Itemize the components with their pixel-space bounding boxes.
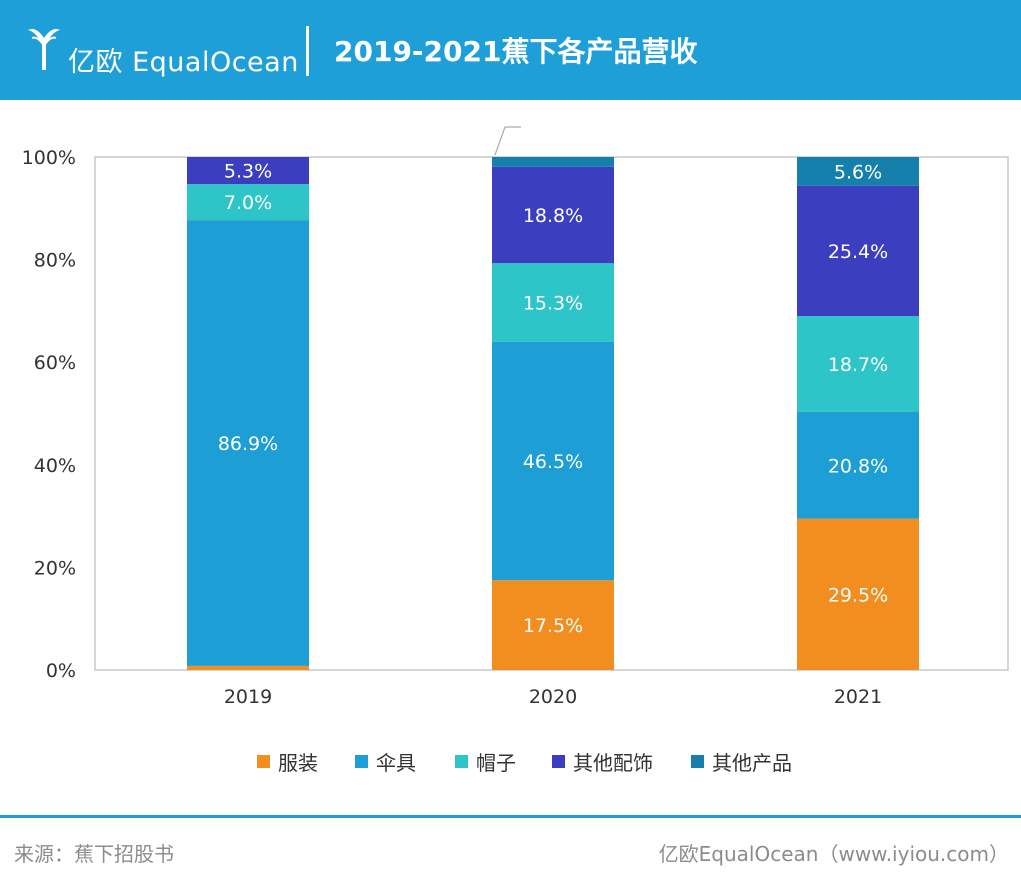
data-label-服装-2020: 17.5% (523, 615, 583, 637)
footer-divider (0, 815, 1021, 818)
bar-segment-服装-2020 (492, 580, 614, 670)
legend-swatch (691, 754, 704, 768)
bar-segment-其他产品-2020 (492, 157, 614, 167)
data-label-其他产品-2021: 5.6% (834, 161, 882, 183)
legend-label: 其他产品 (712, 750, 792, 775)
equalocean-logo-icon (28, 29, 60, 70)
bar-segment-伞具-2020 (492, 341, 614, 581)
legend-swatch (355, 754, 368, 768)
data-label-其他产品-2020: 1.9% (529, 116, 577, 138)
data-label-其他配饰-2019: 5.3% (224, 161, 272, 183)
data-label-其他配饰-2021: 25.4% (828, 241, 888, 263)
chart-legend: 服装 伞具 帽子 其他配饰 其他产品 (0, 745, 1021, 777)
page-title: 2019-2021蕉下各产品营收 (334, 35, 698, 68)
y-tick-label: 20% (34, 557, 76, 579)
logo-text: 亿欧 EqualOcean (68, 47, 299, 78)
y-tick-label: 100% (22, 147, 76, 169)
data-label-帽子-2021: 18.7% (828, 354, 888, 376)
stacked-bar-chart: 0%20%40%60%80%100% 0.8%86.9%7.0%5.3%17.5… (21, 116, 1009, 708)
legend-item-其他配饰: 其他配饰 (552, 745, 653, 777)
bar-segment-其他配饰-2019 (187, 157, 309, 185)
legend-item-服装: 服装 (257, 745, 318, 777)
data-label-伞具-2020: 46.5% (523, 451, 583, 473)
legend-item-其他产品: 其他产品 (691, 745, 792, 777)
data-label-伞具-2019: 86.9% (218, 433, 278, 455)
leader-line (494, 126, 521, 156)
x-tick-label: 2019 (224, 686, 272, 708)
bar-segment-帽子-2019 (187, 184, 309, 221)
legend-item-伞具: 伞具 (355, 745, 416, 777)
legend-label: 伞具 (376, 750, 416, 775)
brand-credit: 亿欧EqualOcean（www.iyiou.com） (658, 842, 1009, 866)
source-note: 来源：蕉下招股书 (14, 842, 174, 866)
header-divider (306, 26, 309, 76)
data-label-帽子-2019: 7.0% (224, 192, 272, 214)
bar-segment-其他配饰-2021 (797, 185, 919, 317)
legend-swatch (455, 754, 468, 768)
y-tick-label: 80% (34, 250, 76, 272)
bar-segment-其他配饰-2020 (492, 166, 614, 264)
data-label-帽子-2020: 15.3% (523, 292, 583, 314)
legend-label: 其他配饰 (573, 750, 653, 775)
bar-segment-服装-2019 (187, 665, 309, 670)
legend-label: 服装 (278, 750, 318, 775)
legend-swatch (257, 754, 270, 768)
bar-segment-伞具-2021 (797, 411, 919, 519)
x-tick-label: 2021 (834, 686, 882, 708)
legend-swatch (552, 754, 565, 768)
data-label-其他配饰-2020: 18.8% (523, 205, 583, 227)
y-tick-label: 0% (46, 660, 76, 682)
bar-segment-帽子-2020 (492, 263, 614, 342)
data-label-伞具-2021: 20.8% (828, 455, 888, 477)
bar-segment-服装-2021 (797, 518, 919, 670)
bar-segment-其他产品-2021 (797, 157, 919, 186)
y-tick-label: 60% (34, 352, 76, 374)
bar-segment-帽子-2021 (797, 316, 919, 412)
x-tick-label: 2020 (529, 686, 577, 708)
data-label-服装-2021: 29.5% (828, 584, 888, 606)
y-tick-label: 40% (34, 455, 76, 477)
legend-item-帽子: 帽子 (455, 745, 516, 777)
header-bar: 亿欧 EqualOcean 2019-2021蕉下各产品营收 (0, 0, 1021, 100)
legend-label: 帽子 (476, 750, 516, 775)
bar-segment-伞具-2019 (187, 220, 309, 666)
